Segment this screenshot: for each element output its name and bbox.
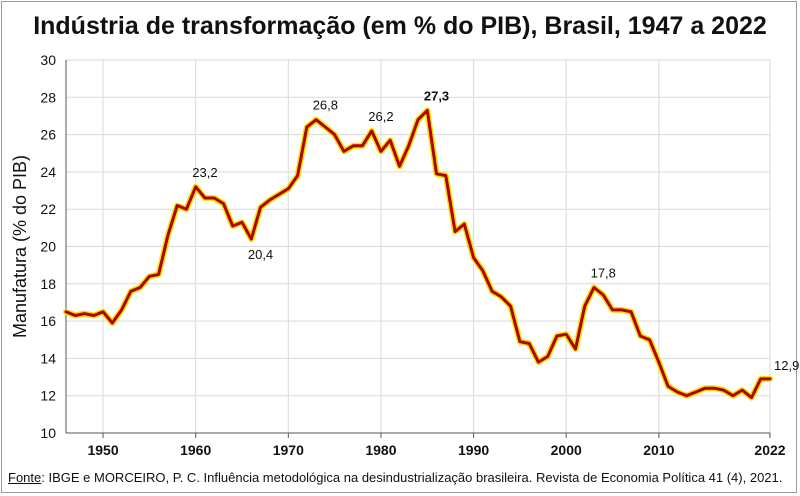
data-labels: 23,2 20,4 26,8 26,2 27,3 17,8 12,9	[192, 88, 799, 373]
x-tick-label: 1980	[365, 442, 396, 458]
x-tick-label: 1990	[458, 442, 489, 458]
y-tick-label: 22	[40, 201, 56, 217]
axes	[65, 60, 771, 438]
y-tick-label: 14	[40, 350, 56, 366]
data-label: 27,3	[424, 88, 449, 103]
y-tick-label: 12	[40, 388, 56, 404]
y-tick-label: 18	[40, 276, 56, 292]
data-label: 26,2	[368, 109, 393, 124]
x-tick-label: 2022	[754, 442, 785, 458]
y-tick-label: 30	[40, 52, 56, 68]
source-footer: Fonte: IBGE e MORCEIRO, P. C. Influência…	[8, 470, 782, 485]
x-tick-labels: 1950 1960 1970 1980 1990 2000 2010 2022	[87, 442, 785, 458]
x-tick-label: 2010	[643, 442, 674, 458]
series-line	[64, 108, 772, 400]
y-tick-label: 10	[40, 425, 56, 441]
y-tick-label: 20	[40, 239, 56, 255]
source-label: Fonte	[8, 470, 42, 485]
data-label: 12,9	[774, 358, 799, 373]
data-label: 26,8	[313, 98, 338, 113]
data-label: 17,8	[591, 266, 616, 281]
series-line-highlight	[63, 107, 773, 401]
y-tick-label: 24	[40, 164, 56, 180]
x-tick-label: 1950	[87, 442, 118, 458]
y-tick-labels: 10 12 14 16 18 20 22 24 26 28 30	[40, 52, 56, 441]
source-text: : IBGE e MORCEIRO, P. C. Influência meto…	[41, 470, 783, 485]
y-tick-label: 16	[40, 313, 56, 329]
x-tick-label: 1970	[273, 442, 304, 458]
y-tick-label: 26	[40, 127, 56, 143]
y-axis-label: Manufatura (% do PIB)	[10, 155, 30, 338]
chart-title: Indústria de transformação (em % do PIB)…	[33, 12, 767, 40]
data-label: 23,2	[192, 165, 217, 180]
x-tick-label: 2000	[551, 442, 582, 458]
x-tick-label: 1960	[180, 442, 211, 458]
y-tick-label: 28	[40, 89, 56, 105]
series-lines	[63, 107, 773, 401]
data-label: 20,4	[248, 247, 273, 262]
